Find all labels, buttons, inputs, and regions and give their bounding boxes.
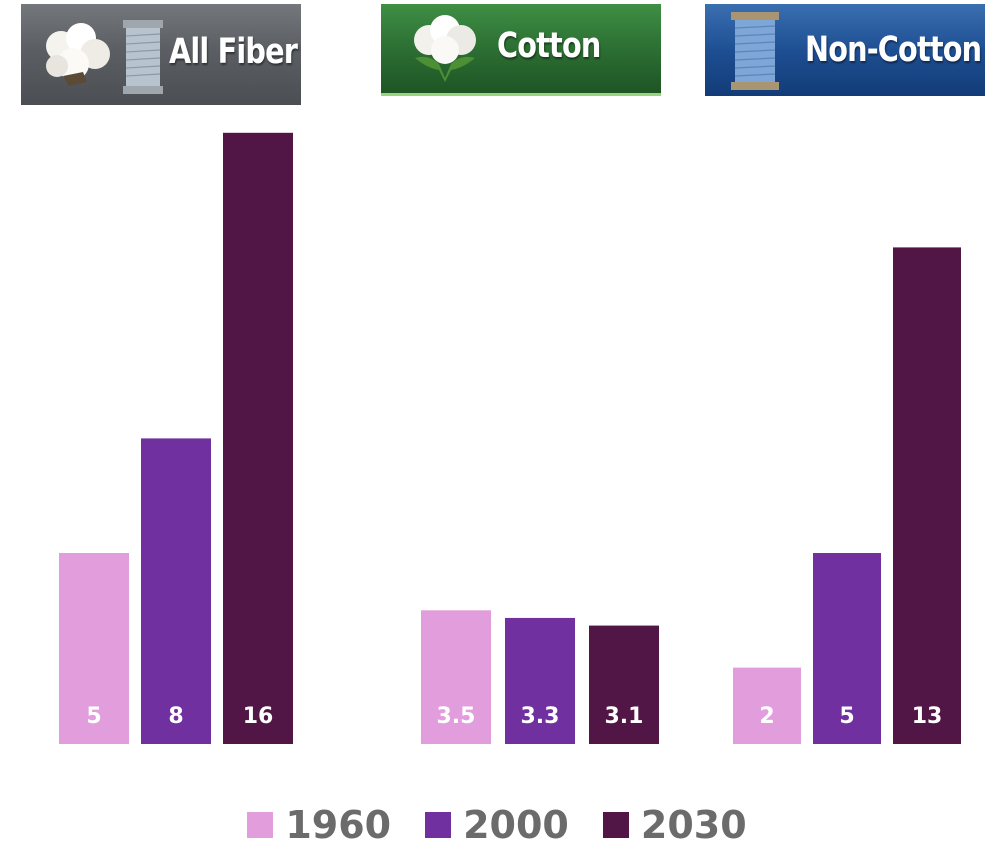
data-label-cotton-1960: 3.5 [437, 704, 476, 729]
legend-label-1960: 1960 [285, 803, 392, 847]
bar-cotton-2030 [589, 625, 659, 744]
data-label-all-fiber-2000: 8 [168, 704, 183, 729]
data-label-non-cotton-2000: 5 [839, 704, 854, 729]
data-label-all-fiber-2030: 16 [243, 704, 274, 729]
cotton-boll-icon [405, 8, 485, 88]
legend-item-2030: 2030 [602, 803, 747, 847]
legend-label-2030: 2030 [640, 803, 747, 847]
cotton-boll-and-spool-icon [35, 14, 173, 96]
legend-swatch-2000 [425, 812, 452, 838]
data-label-non-cotton-1960: 2 [759, 704, 774, 729]
data-label-all-fiber-1960: 5 [86, 704, 101, 729]
banner-cotton-label: Cotton [497, 26, 601, 66]
bar-non-cotton-2000 [813, 553, 881, 744]
banner-all-fiber: All Fiber [21, 4, 301, 105]
bar-all-fiber-1960 [59, 553, 129, 744]
thread-spool-icon [725, 8, 785, 92]
data-label-non-cotton-2030: 13 [912, 704, 943, 729]
bar-non-cotton-2030 [893, 247, 961, 744]
banner-non-cotton-label: Non-Cotton [805, 30, 982, 70]
legend-item-2000: 2000 [425, 803, 569, 847]
bar-non-cotton-1960 [733, 667, 801, 744]
bar-cotton-2000 [505, 617, 575, 744]
legend-label-2000: 2000 [463, 803, 569, 847]
bar-all-fiber-2000 [141, 438, 211, 744]
data-label-cotton-2000: 3.3 [521, 704, 560, 729]
banner-cotton: Cotton [381, 4, 661, 96]
banner-non-cotton: Non-Cotton [705, 4, 985, 96]
chart-legend: 1960 2000 2030 [0, 800, 994, 850]
banner-all-fiber-label: All Fiber [169, 32, 298, 72]
bar-cotton-1960 [421, 610, 491, 744]
data-label-cotton-2030: 3.1 [605, 704, 644, 729]
bar-all-fiber-2030 [223, 132, 293, 745]
legend-swatch-2030 [602, 812, 629, 838]
legend-item-1960: 1960 [247, 803, 391, 847]
bar-chart: 5 8 16 3.5 3.3 3.1 2 5 13 [59, 132, 961, 745]
legend-swatch-1960 [247, 812, 274, 838]
